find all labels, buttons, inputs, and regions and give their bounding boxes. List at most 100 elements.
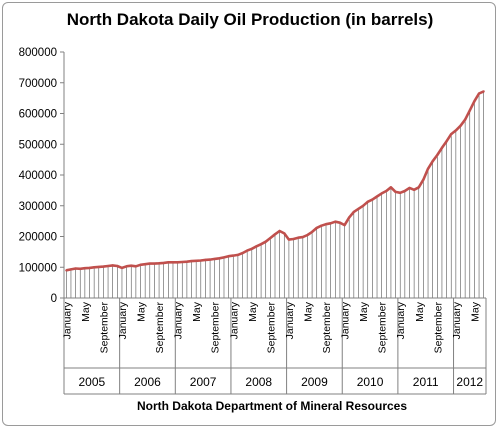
month-label: May [247, 301, 259, 322]
data-point [153, 262, 156, 265]
data-point [348, 216, 351, 219]
month-label: January [451, 301, 463, 339]
data-point [371, 198, 374, 201]
month-label: September [265, 302, 277, 354]
month-label: January [340, 301, 352, 339]
data-point [403, 189, 406, 193]
data-point [440, 146, 444, 150]
data-point [329, 222, 332, 225]
data-point [259, 243, 263, 246]
data-point [264, 240, 267, 243]
month-label: September [154, 302, 166, 354]
data-point [125, 265, 128, 268]
y-tick-label: 700000 [19, 78, 57, 90]
data-point [301, 236, 304, 239]
data-point [399, 191, 402, 194]
data-point [408, 186, 411, 190]
chart-frame [2, 2, 496, 426]
year-label: 2012 [456, 375, 483, 389]
data-point [445, 140, 448, 143]
data-point [482, 90, 485, 93]
data-point [436, 153, 439, 157]
year-label: 2008 [245, 375, 272, 389]
data-point [315, 226, 318, 229]
data-point [250, 247, 253, 250]
data-point [269, 236, 272, 240]
data-point [324, 223, 328, 226]
data-point [394, 190, 397, 194]
data-point [134, 265, 137, 268]
data-point [139, 263, 142, 266]
y-tick-label: 0 [51, 293, 57, 305]
data-point [116, 264, 119, 268]
y-tick-label: 800000 [19, 47, 57, 59]
data-point [83, 267, 86, 270]
data-point [102, 265, 105, 268]
month-label: May [191, 301, 203, 322]
data-point [287, 238, 291, 241]
month-label: January [173, 301, 185, 339]
data-point [171, 261, 175, 264]
data-point [459, 124, 462, 127]
data-point [292, 237, 295, 241]
data-point [157, 262, 161, 265]
data-point [426, 167, 430, 170]
month-label: January [228, 301, 240, 339]
data-point [357, 207, 360, 210]
data-point [213, 257, 216, 261]
year-label: 2007 [190, 375, 217, 389]
data-point [413, 188, 416, 191]
data-point [385, 189, 388, 193]
month-label: September [321, 302, 333, 354]
year-label: 2010 [357, 375, 384, 389]
month-label: May [136, 301, 148, 322]
data-point [255, 245, 258, 248]
month-label: January [284, 301, 296, 339]
data-point [162, 261, 165, 265]
data-point [283, 232, 286, 235]
month-label: September [210, 302, 222, 354]
y-tick-label: 600000 [19, 109, 57, 121]
data-point [246, 249, 249, 252]
data-point [204, 258, 207, 261]
data-point [375, 195, 379, 198]
data-point [148, 262, 151, 265]
data-point [74, 267, 77, 270]
data-point [111, 264, 114, 267]
data-point [144, 263, 147, 266]
data-point [236, 253, 240, 257]
data-point [185, 260, 188, 263]
data-point [389, 186, 393, 189]
y-tick-label: 200000 [19, 232, 57, 244]
data-point [176, 261, 179, 264]
data-point [477, 92, 481, 95]
data-point [334, 220, 337, 223]
data-point [338, 221, 342, 224]
data-point [343, 224, 346, 227]
data-point [431, 160, 434, 163]
x-axis-title: North Dakota Department of Mineral Resou… [137, 399, 407, 413]
y-tick-label: 100000 [19, 262, 57, 274]
data-point [310, 230, 314, 233]
data-point [464, 118, 467, 121]
data-point [241, 252, 244, 255]
y-tick-label: 400000 [19, 170, 57, 182]
data-point [468, 109, 471, 112]
month-label: May [358, 301, 370, 322]
month-label: September [377, 302, 389, 354]
month-label: September [432, 302, 444, 354]
data-point [97, 265, 100, 269]
data-point [199, 259, 202, 262]
data-point [167, 261, 170, 264]
data-point [454, 129, 457, 132]
data-point [69, 268, 73, 271]
data-point [352, 210, 355, 213]
data-point [93, 266, 96, 269]
y-tick-label: 500000 [19, 139, 57, 151]
month-label: May [80, 301, 92, 322]
month-label: May [414, 301, 426, 322]
month-label: May [469, 301, 481, 322]
data-point [218, 257, 221, 260]
data-point [273, 233, 277, 236]
